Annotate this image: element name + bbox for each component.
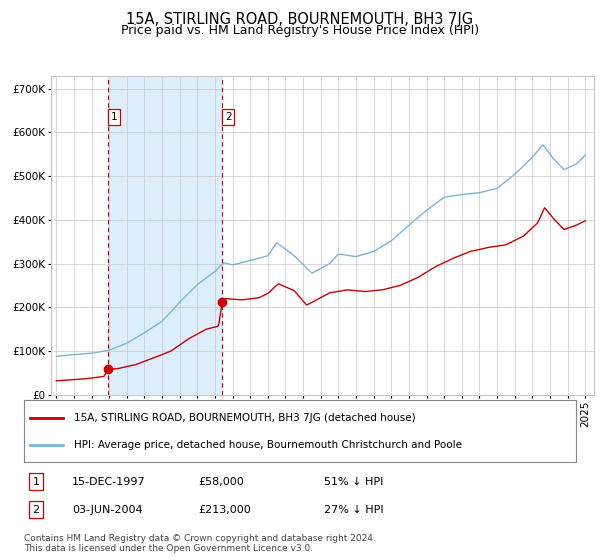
Text: £213,000: £213,000: [198, 505, 251, 515]
Text: 15A, STIRLING ROAD, BOURNEMOUTH, BH3 7JG: 15A, STIRLING ROAD, BOURNEMOUTH, BH3 7JG: [127, 12, 473, 27]
Text: 15-DEC-1997: 15-DEC-1997: [72, 477, 146, 487]
Bar: [109, 76, 223, 395]
Text: HPI: Average price, detached house, Bournemouth Christchurch and Poole: HPI: Average price, detached house, Bour…: [74, 440, 461, 450]
Text: 15A, STIRLING ROAD, BOURNEMOUTH, BH3 7JG (detached house): 15A, STIRLING ROAD, BOURNEMOUTH, BH3 7JG…: [74, 413, 415, 423]
Text: 51% ↓ HPI: 51% ↓ HPI: [324, 477, 383, 487]
Text: 27% ↓ HPI: 27% ↓ HPI: [324, 505, 383, 515]
Text: 2: 2: [32, 505, 40, 515]
Text: 1: 1: [32, 477, 40, 487]
Text: £58,000: £58,000: [198, 477, 244, 487]
Text: 2: 2: [225, 112, 232, 122]
Text: Contains HM Land Registry data © Crown copyright and database right 2024.
This d: Contains HM Land Registry data © Crown c…: [24, 534, 376, 553]
Text: 1: 1: [111, 112, 118, 122]
Text: Price paid vs. HM Land Registry's House Price Index (HPI): Price paid vs. HM Land Registry's House …: [121, 24, 479, 37]
Text: 03-JUN-2004: 03-JUN-2004: [72, 505, 143, 515]
